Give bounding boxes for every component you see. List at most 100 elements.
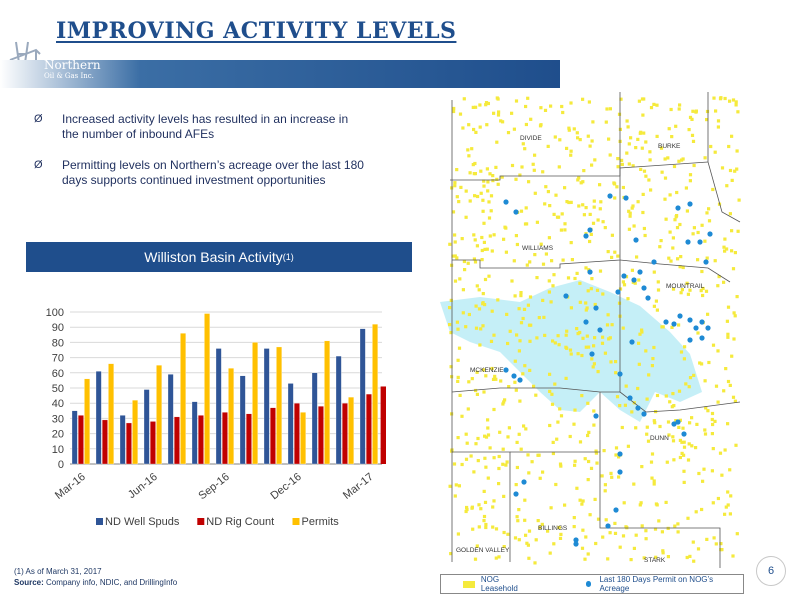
bar-nd-well-spuds (167, 374, 174, 465)
leasehold-parcel (558, 407, 562, 411)
leasehold-parcel (692, 163, 696, 168)
leasehold-parcel (728, 99, 732, 103)
leasehold-parcel (726, 305, 731, 309)
leasehold-parcel (616, 165, 620, 169)
permit-marker (631, 277, 637, 283)
leasehold-parcel (536, 453, 540, 457)
permit-marker (703, 259, 709, 265)
leasehold-parcel (584, 345, 588, 349)
leasehold-parcel (666, 526, 670, 530)
leasehold-parcel (710, 417, 714, 422)
permit-marker (583, 233, 589, 239)
leasehold-parcel (553, 341, 557, 345)
permit-marker (675, 205, 681, 211)
leasehold-parcel (667, 433, 671, 437)
leasehold-parcel (700, 223, 704, 227)
leasehold-parcel (726, 335, 730, 339)
chart-header-text: Williston Basin Activity (144, 249, 283, 265)
arrow-bullet-icon: Ø (34, 113, 43, 125)
leasehold-parcel (685, 209, 689, 213)
leasehold-parcel (547, 236, 551, 240)
leasehold-parcel (449, 552, 453, 556)
permit-marker (645, 295, 651, 301)
leasehold-parcel (690, 416, 694, 420)
leasehold-parcel (546, 190, 550, 194)
leasehold-parcel (724, 367, 728, 371)
leasehold-parcel (516, 519, 520, 523)
leasehold-parcel (560, 212, 564, 216)
permit-marker (663, 319, 669, 325)
leasehold-parcel (482, 368, 486, 372)
leasehold-parcel (455, 168, 459, 172)
bar-nd-rig-count (294, 403, 300, 465)
leasehold-parcel (576, 178, 580, 182)
bar-chart: 0 10 20 30 40 50 60 70 80 90 100 Mar-16 Jun-16 Sep-16… (46, 307, 386, 528)
leasehold-parcel (676, 522, 680, 526)
bar-nd-rig-count (246, 413, 252, 465)
leasehold-parcel (527, 471, 531, 475)
leasehold-parcel (541, 298, 545, 302)
leasehold-parcel (594, 541, 598, 546)
leasehold-parcel (480, 235, 484, 240)
leasehold-parcel (640, 328, 644, 332)
leasehold-parcel (669, 259, 673, 263)
leasehold-parcel (475, 370, 479, 374)
leasehold-parcel (653, 421, 657, 425)
leasehold-parcel (730, 178, 734, 182)
leasehold-parcel (508, 329, 512, 333)
leasehold-parcel (641, 192, 645, 196)
leasehold-parcel (513, 536, 518, 540)
leasehold-parcel (585, 306, 589, 310)
leasehold-parcel (497, 466, 501, 471)
leasehold-parcel (602, 449, 606, 453)
leasehold-parcel (707, 207, 711, 211)
leasehold-parcel (491, 377, 496, 381)
leasehold-parcel (452, 106, 456, 111)
leasehold-parcel (514, 483, 518, 487)
county-label: DIVIDE (520, 135, 542, 142)
leasehold-parcel (699, 289, 703, 293)
leasehold-parcel (482, 179, 486, 183)
leasehold-parcel (466, 407, 470, 411)
leasehold-parcel (495, 140, 499, 144)
leasehold-parcel (644, 529, 648, 533)
leasehold-parcel (584, 301, 588, 305)
leasehold-parcel (624, 525, 628, 529)
leasehold-parcel (627, 142, 631, 146)
leasehold-parcel (659, 146, 664, 150)
leasehold-parcel (538, 476, 542, 480)
leasehold-parcel (638, 332, 642, 336)
permit-marker (613, 507, 619, 513)
leasehold-parcel (694, 446, 698, 450)
leasehold-parcel (584, 535, 588, 539)
leasehold-parcel (548, 423, 552, 428)
leasehold-parcel (592, 199, 596, 203)
leasehold-parcel (723, 448, 727, 452)
leasehold-parcel (685, 281, 689, 285)
leasehold-parcel (506, 131, 511, 135)
leasehold-parcel (517, 508, 521, 512)
leasehold-parcel (482, 184, 486, 188)
bar-nd-rig-count (174, 416, 180, 465)
leasehold-parcel (608, 531, 612, 535)
leasehold-parcel (680, 288, 684, 292)
leasehold-parcel (634, 426, 638, 430)
leasehold-parcel (526, 543, 530, 547)
leasehold-parcel (559, 414, 564, 418)
leasehold-parcel (592, 409, 596, 413)
leasehold-parcel (484, 103, 488, 107)
leasehold-parcel (630, 410, 634, 414)
leasehold-parcel (482, 489, 486, 493)
leasehold-parcel (642, 556, 646, 560)
leasehold-parcel (661, 549, 665, 553)
leasehold-parcel (523, 518, 527, 522)
leasehold-parcel (601, 335, 605, 339)
leasehold-parcel (461, 311, 465, 315)
leasehold-parcel (732, 311, 736, 315)
leasehold-parcel (603, 489, 607, 493)
leasehold-parcel (688, 179, 692, 183)
leasehold-parcel (470, 377, 474, 381)
leasehold-parcel (539, 106, 543, 110)
leasehold-parcel (546, 144, 550, 148)
leasehold-parcel (640, 97, 645, 101)
